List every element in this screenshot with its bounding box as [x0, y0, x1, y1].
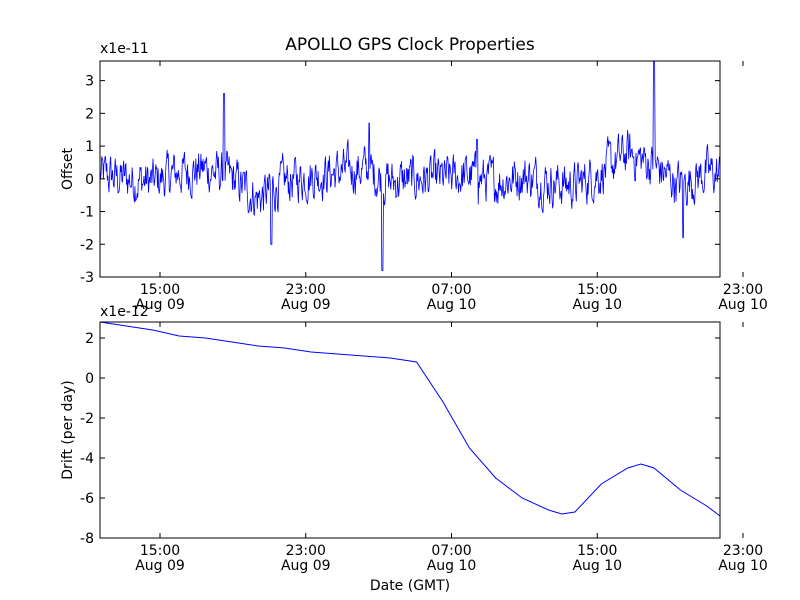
x-tick-label-date: Aug 09	[281, 297, 331, 313]
drift-y-axis-label: Drift (per day)	[60, 380, 76, 479]
x-tick-label-date: Aug 10	[572, 297, 622, 313]
x-tick-label-time: 23:00	[723, 282, 763, 298]
y-tick-label: 3	[85, 74, 94, 90]
x-axis-label: Date (GMT)	[370, 578, 450, 594]
offset-plot-frame	[99, 60, 721, 278]
drift-panel: x1e-12 Drift (per day) -8-6-4-20215:00Au…	[60, 304, 768, 574]
offset-series-group	[99, 60, 721, 271]
y-tick-label: -6	[80, 491, 94, 507]
x-tick-label-time: 15:00	[140, 282, 180, 298]
x-tick-label-time: 07:00	[431, 282, 471, 298]
y-tick-label: 2	[85, 106, 94, 122]
y-tick-label: 0	[85, 371, 94, 387]
x-tick-label-time: 23:00	[286, 282, 326, 298]
x-tick-label-date: Aug 09	[281, 558, 331, 574]
x-tick-label-time: 15:00	[140, 543, 180, 559]
x-tick-label-time: 07:00	[431, 543, 471, 559]
offset-scale-label: x1e-11	[100, 41, 149, 57]
x-tick-label-time: 15:00	[577, 543, 617, 559]
x-tick-label-date: Aug 09	[135, 297, 185, 313]
y-tick-label: 1	[85, 139, 94, 155]
y-tick-label: -3	[80, 270, 94, 286]
offset-series-line	[99, 60, 721, 271]
x-tick-label-date: Aug 10	[718, 297, 768, 313]
x-tick-label-date: Aug 10	[572, 558, 622, 574]
chart-title: APOLLO GPS Clock Properties	[285, 35, 535, 55]
y-tick-label: -1	[80, 205, 94, 221]
x-tick-label-date: Aug 10	[718, 558, 768, 574]
x-tick-label-time: 15:00	[577, 282, 617, 298]
y-tick-label: -4	[80, 451, 94, 467]
drift-plot-frame	[99, 321, 721, 539]
x-tick-label-time: 23:00	[286, 543, 326, 559]
y-tick-label: 2	[85, 331, 94, 347]
y-tick-label: -2	[80, 237, 94, 253]
offset-y-axis-label: Offset	[60, 147, 76, 190]
y-tick-label: -8	[80, 531, 94, 547]
y-tick-label: -2	[80, 411, 94, 427]
drift-scale-label: x1e-12	[100, 304, 149, 320]
y-tick-label: 0	[85, 172, 94, 188]
x-tick-label-time: 23:00	[723, 543, 763, 559]
x-tick-label-date: Aug 10	[427, 297, 477, 313]
x-tick-label-date: Aug 09	[135, 558, 185, 574]
x-tick-label-date: Aug 10	[427, 558, 477, 574]
